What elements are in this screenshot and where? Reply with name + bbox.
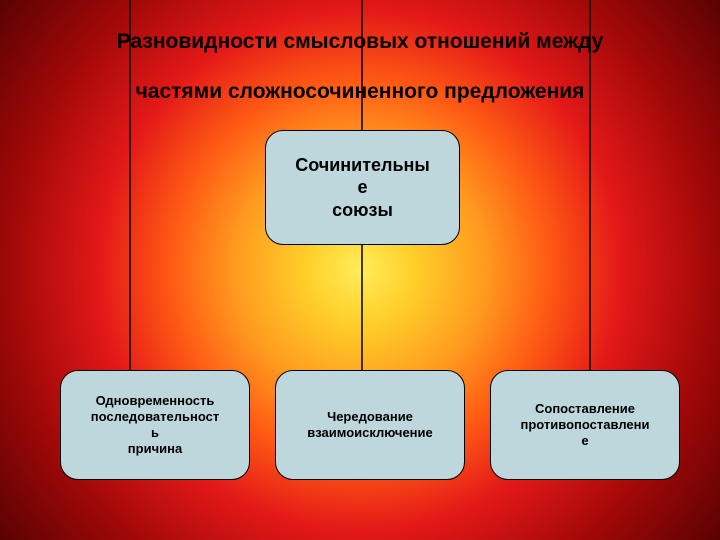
child-1-line3: ь [151,425,159,441]
child-node-3: Сопоставление противопоставлени е [490,370,680,480]
root-node: Сочинительны е союзы [265,130,460,245]
child-2-line2: взаимоисключение [307,425,433,441]
child-3-line3: е [581,433,588,449]
root-node-line3: союзы [332,199,393,222]
diagram-title-line2: частями сложносочиненного предложения [0,80,720,104]
diagram-title-line1: Разновидности смысловых отношений между [0,30,720,54]
root-node-line1: Сочинительны [295,154,430,177]
child-3-line1: Сопоставление [535,401,635,417]
child-node-1: Одновременность последовательност ь прич… [60,370,250,480]
root-node-line2: е [357,176,367,199]
child-1-line1: Одновременность [96,393,215,409]
child-node-2: Чередование взаимоисключение [275,370,465,480]
child-2-line1: Чередование [327,409,413,425]
child-3-line2: противопоставлени [521,417,650,433]
child-1-line2: последовательност [91,409,219,425]
child-1-line4: причина [128,441,182,457]
